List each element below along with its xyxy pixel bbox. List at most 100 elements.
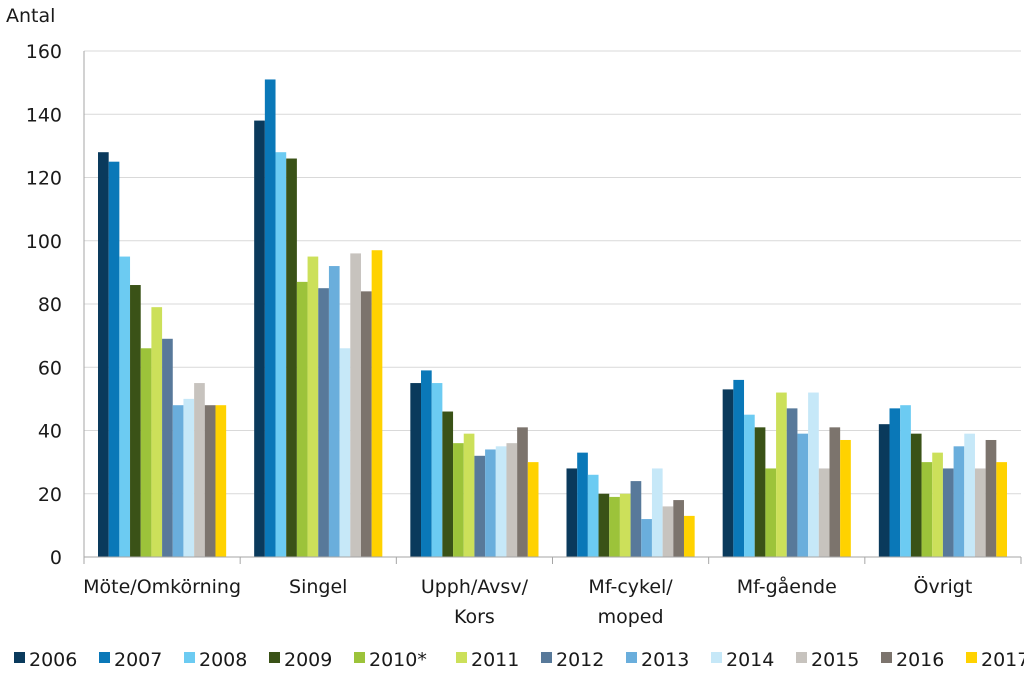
bar	[683, 515, 695, 557]
bar	[786, 408, 798, 557]
legend-swatch	[626, 652, 637, 663]
category-label: Möte/Omkörning	[83, 576, 241, 598]
bars	[98, 79, 1007, 558]
legend-label: 2014	[726, 649, 774, 671]
legend: 2006 2007 2008 2009 2010* 2011 2012 2013 2014 201…	[14, 649, 1024, 671]
bar	[108, 161, 120, 557]
bar	[421, 370, 432, 557]
bar	[140, 348, 152, 557]
bar	[765, 468, 777, 557]
y-tick-label: 40	[38, 421, 62, 443]
bar	[130, 285, 141, 557]
bar	[609, 496, 620, 557]
gridlines	[84, 50, 1021, 495]
bar	[275, 152, 287, 557]
bar	[733, 379, 745, 557]
bar	[463, 433, 475, 557]
bar	[264, 79, 276, 558]
bar	[307, 256, 319, 557]
bar	[566, 468, 578, 557]
bar	[215, 405, 227, 557]
bar	[431, 383, 443, 557]
y-tick-label: 20	[38, 484, 62, 506]
category-label: Övrigt	[914, 575, 973, 598]
legend-swatch	[711, 652, 722, 663]
bar	[776, 392, 787, 557]
bar	[98, 152, 109, 557]
bar	[318, 288, 329, 557]
bar	[932, 452, 943, 557]
y-tick-label: 60	[38, 357, 62, 379]
bar	[641, 519, 652, 557]
bar	[506, 443, 518, 557]
bar	[517, 427, 528, 557]
y-tick-label: 100	[26, 231, 62, 253]
y-tick-label: 120	[26, 168, 62, 190]
y-tick-label: 140	[26, 104, 62, 126]
bar	[410, 383, 422, 557]
legend-label: 2010*	[369, 649, 427, 671]
bar	[921, 462, 933, 557]
y-tick-label: 80	[38, 294, 62, 316]
bar	[840, 439, 851, 557]
bar	[889, 408, 901, 557]
bar	[818, 468, 830, 557]
legend-label: 2017	[981, 649, 1024, 671]
bar	[754, 427, 766, 557]
bar	[204, 405, 216, 557]
legend-label: 2012	[556, 649, 604, 671]
legend-label: 2009	[284, 649, 332, 671]
bar	[953, 446, 965, 557]
legend-swatch	[796, 652, 807, 663]
bar	[371, 250, 383, 558]
bar	[942, 468, 954, 557]
bar	[172, 405, 184, 557]
bar	[296, 281, 308, 557]
bar	[350, 253, 361, 557]
bar	[985, 439, 997, 557]
bar	[829, 427, 841, 557]
category-label: Mf-gående	[737, 575, 837, 598]
bar	[254, 120, 265, 557]
category-label: Kors	[454, 606, 495, 628]
legend-label: 2006	[29, 649, 77, 671]
bar	[964, 433, 975, 557]
bar	[474, 455, 486, 557]
category-labels: Möte/Omkörning Singel Upph/Avsv/Kors Mf-cyk…	[83, 575, 972, 628]
legend-label: 2015	[811, 649, 859, 671]
bar	[598, 493, 610, 557]
bar	[485, 449, 496, 557]
legend-swatch	[14, 652, 25, 663]
legend-label: 2016	[896, 649, 944, 671]
category-label: Singel	[289, 576, 347, 598]
bar	[339, 348, 351, 557]
legend-swatch	[541, 652, 552, 663]
bar	[900, 405, 911, 557]
category-label: moped	[598, 606, 664, 628]
bar	[910, 433, 922, 557]
y-tick-label: 160	[26, 41, 62, 63]
category-label: Upph/Avsv/	[421, 576, 529, 598]
legend-swatch	[269, 652, 280, 663]
legend-swatch	[456, 652, 467, 663]
legend-swatch	[184, 652, 195, 663]
y-axis-title: Antal	[6, 5, 55, 27]
legend-swatch	[881, 652, 892, 663]
x-axis	[83, 51, 1022, 564]
bar	[328, 266, 340, 557]
bar	[453, 443, 464, 557]
y-tick-label: 0	[50, 547, 62, 569]
bar	[286, 158, 297, 557]
legend-label: 2008	[199, 649, 247, 671]
bar	[577, 452, 588, 557]
bar	[673, 500, 684, 557]
bar	[797, 433, 809, 557]
category-label: Mf-cykel/	[588, 576, 673, 598]
bar	[194, 383, 205, 557]
bar	[619, 493, 631, 557]
bar	[744, 414, 755, 557]
bar	[442, 411, 454, 557]
legend-swatch	[354, 652, 365, 663]
bar	[360, 291, 372, 557]
